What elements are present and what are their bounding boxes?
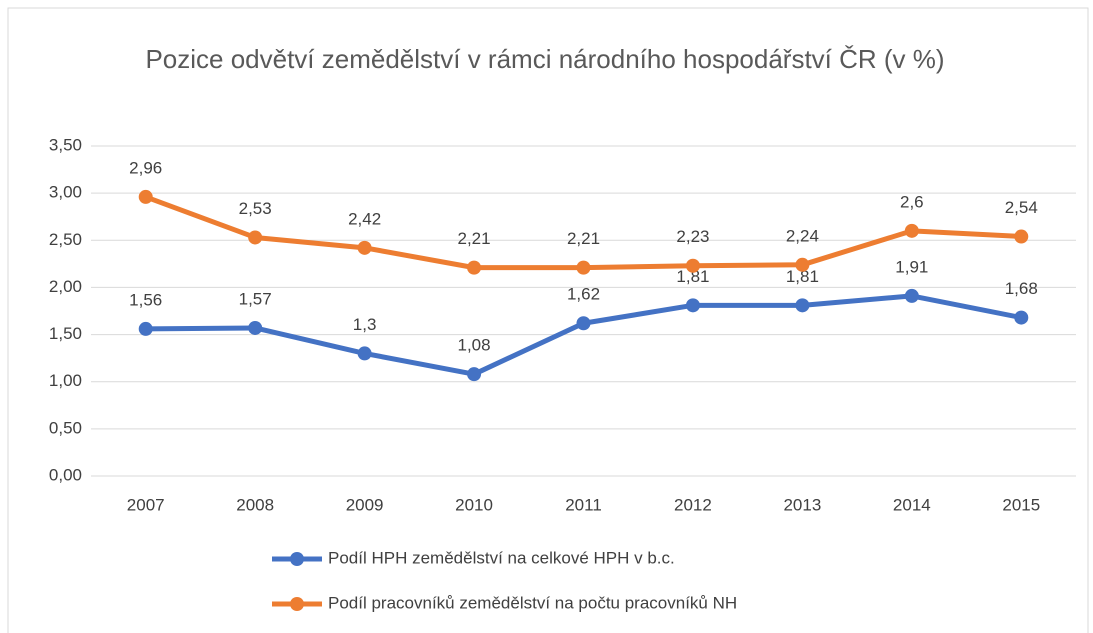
data-point <box>138 189 153 204</box>
legend-marker <box>290 597 304 611</box>
data-point <box>138 321 153 336</box>
x-tick-label: 2015 <box>1002 495 1040 514</box>
data-point <box>795 298 810 313</box>
data-point <box>904 223 919 238</box>
data-label: 1,62 <box>567 285 600 304</box>
data-point <box>1014 229 1029 244</box>
data-point <box>795 257 810 272</box>
x-tick-label: 2013 <box>783 495 821 514</box>
data-label: 1,68 <box>1005 279 1038 298</box>
x-tick-label: 2008 <box>236 495 274 514</box>
y-tick-label: 2,00 <box>49 277 82 296</box>
y-tick-label: 3,50 <box>49 135 82 154</box>
y-tick-label: 1,00 <box>49 371 82 390</box>
y-tick-label: 1,50 <box>49 324 82 343</box>
data-point <box>248 320 263 335</box>
x-tick-label: 2009 <box>346 495 384 514</box>
data-label: 2,53 <box>239 199 272 218</box>
data-point <box>685 258 700 273</box>
data-label: 1,57 <box>239 289 272 308</box>
data-label: 2,96 <box>129 158 162 177</box>
data-label: 2,24 <box>786 226 819 245</box>
data-label: 2,54 <box>1005 198 1038 217</box>
data-point <box>248 230 263 245</box>
legend-marker <box>290 552 304 566</box>
y-tick-label: 3,00 <box>49 183 82 202</box>
data-point <box>467 367 482 382</box>
data-label: 2,23 <box>676 227 709 246</box>
data-label: 2,21 <box>458 229 491 248</box>
chart-title: Pozice odvětví zemědělství v rámci národ… <box>145 44 945 74</box>
legend-label: Podíl pracovníků zemědělství na počtu pr… <box>328 593 737 612</box>
data-point <box>904 288 919 303</box>
data-point <box>576 316 591 331</box>
y-tick-label: 2,50 <box>49 230 82 249</box>
data-point <box>1014 310 1029 325</box>
data-point <box>357 346 372 361</box>
x-tick-label: 2012 <box>674 495 712 514</box>
legend-label: Podíl HPH zemědělství na celkové HPH v b… <box>328 548 675 567</box>
x-tick-label: 2007 <box>127 495 165 514</box>
data-label: 1,08 <box>458 336 491 355</box>
chart-border <box>7 7 1089 633</box>
data-label: 2,42 <box>348 209 381 228</box>
data-point <box>685 298 700 313</box>
x-tick-label: 2010 <box>455 495 493 514</box>
data-label: 1,81 <box>786 267 819 286</box>
data-point <box>467 260 482 275</box>
data-point <box>576 260 591 275</box>
data-label: 1,91 <box>895 257 928 276</box>
data-label: 2,21 <box>567 229 600 248</box>
y-tick-label: 0,00 <box>49 465 82 484</box>
data-label: 2,6 <box>900 192 924 211</box>
y-tick-label: 0,50 <box>49 418 82 437</box>
data-label: 1,81 <box>676 267 709 286</box>
data-label: 1,3 <box>353 315 377 334</box>
data-label: 1,56 <box>129 290 162 309</box>
x-tick-label: 2011 <box>565 495 602 514</box>
x-tick-label: 2014 <box>893 495 931 514</box>
data-point <box>357 240 372 255</box>
